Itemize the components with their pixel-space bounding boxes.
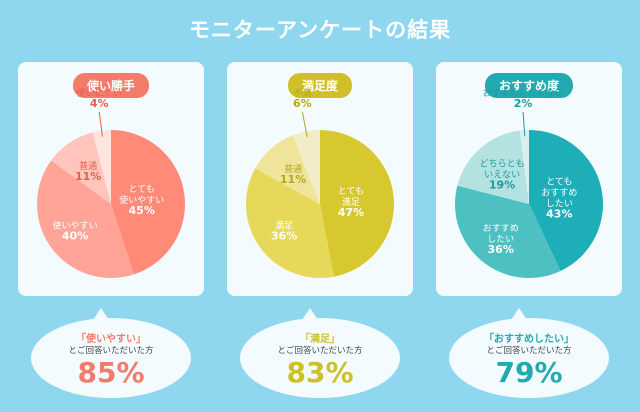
summary-bubble-satisfaction: 「満足」 とご回答いただいた方 83% (240, 308, 400, 398)
summary-bubble-recommendation: 「おすすめしたい」 とご回答いただいた方 79% (449, 308, 609, 398)
pie-slice (37, 160, 134, 278)
pie-slice (529, 130, 603, 271)
slice-category-label: 使いやすい (53, 220, 98, 232)
summary-quote: 「使いやすい」 (76, 334, 146, 345)
slice-category-label: 普通 (284, 163, 302, 175)
slice-category-label: 満足 (275, 221, 293, 232)
slice-percent-label: 19% (489, 178, 515, 191)
summary-subtext: とご回答いただいた方 (486, 346, 572, 356)
slice-category-label: 普通 (79, 160, 97, 172)
chart-card-usability: 使い勝手 とても 使いやすい 45% 使いやすい 40% 普通 11% 使いにくい 4% (18, 62, 204, 296)
slice-percent-label: 11% (280, 173, 306, 186)
slice-category-label: したい (487, 234, 514, 245)
slice-percent-label: 40% (62, 230, 88, 243)
summary-percent: 85% (77, 356, 145, 389)
pie-slice (292, 130, 320, 204)
leader-line (301, 111, 308, 138)
slice-percent-label: 43% (546, 208, 572, 221)
pie-slice (111, 130, 186, 275)
slice-category-label: おすすめしたくない (483, 88, 564, 99)
pie-slice (519, 130, 529, 204)
summary-quote: 「満足」 (300, 334, 340, 345)
slice-category-label: 使いやすい (119, 194, 164, 206)
pie-slice (320, 130, 394, 277)
chart-title-pill: 満足度 (287, 73, 353, 98)
chart-card-satisfaction: 満足度 とても 満足 47% 満足 36% 普通 11% 不満 6% (227, 62, 413, 296)
slice-percent-label: 6% (293, 97, 312, 110)
leader-line (98, 111, 103, 137)
slice-category-label: おすすめ (483, 223, 519, 234)
pie-slice (457, 130, 529, 204)
pie-slice (455, 185, 561, 278)
slice-percent-label: 36% (271, 230, 297, 243)
summary-bubble-usability: 「使いやすい」 とご回答いただいた方 85% (31, 308, 191, 398)
pie-slice (246, 168, 334, 278)
slice-category-label: どちらとも (480, 158, 525, 169)
pie-chart-recommendation: とてもおすすめしたい43%おすすめしたい36%どちらともいえない19%おすすめし… (455, 88, 603, 278)
leader-line (522, 111, 526, 137)
pie-slice (255, 135, 320, 204)
slice-percent-label: 11% (75, 170, 101, 183)
slice-percent-label: 45% (129, 204, 155, 217)
chart-title-pill: おすすめ度 (484, 73, 574, 98)
slice-category-label: とても (338, 186, 364, 197)
summary-subtext: とご回答いただいた方 (277, 346, 363, 356)
slice-category-label: とても (129, 184, 155, 195)
slice-category-label: 満足 (342, 197, 360, 208)
page-title: モニターアンケートの結果 (188, 18, 452, 42)
slice-percent-label: 2% (514, 97, 533, 110)
slice-percent-label: 47% (338, 206, 364, 219)
pie-slice (51, 132, 111, 204)
chart-title-pill: 使い勝手 (72, 73, 150, 98)
slice-category-label: おすすめ (541, 188, 577, 199)
chart-card-recommendation: おすすめ度 とても おすすめ したい 43% おすすめ したい 36% どちらとも いえない 19… (436, 62, 622, 296)
slice-category-label: 使いにくい (77, 87, 122, 99)
slice-percent-label: 4% (90, 97, 109, 110)
summary-quote: 「おすすめしたい」 (484, 334, 574, 345)
summary-subtext: とご回答いただいた方 (68, 346, 154, 356)
slice-category-label: したい (546, 199, 573, 210)
slice-percent-label: 36% (488, 243, 514, 256)
summary-percent: 83% (286, 356, 354, 389)
slice-category-label: とても (546, 177, 572, 188)
summary-percent: 79% (495, 356, 563, 389)
slice-category-label: いえない (484, 169, 520, 180)
pie-slice (92, 130, 111, 204)
slice-category-label: 不満 (293, 88, 311, 99)
